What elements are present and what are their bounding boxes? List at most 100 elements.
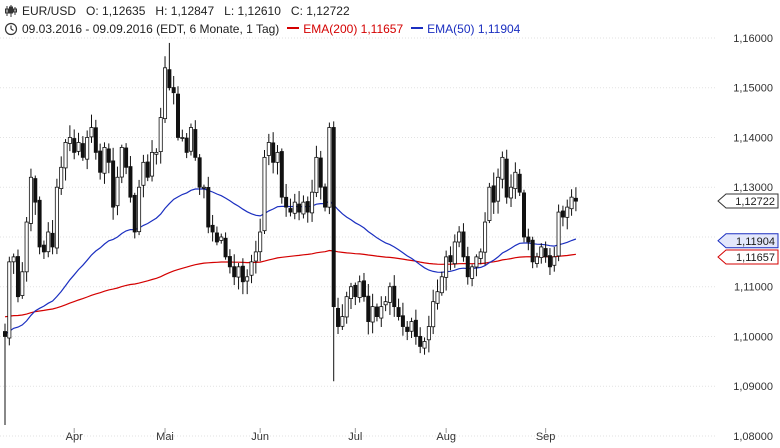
candle-body-up (85, 137, 90, 160)
candle-body-up (266, 142, 271, 156)
candle-body-down (193, 129, 198, 158)
candle-body-up (150, 151, 155, 177)
open-label: O: (86, 4, 99, 18)
candle-body-up (422, 341, 427, 349)
value-tag-label: 1,12722 (735, 196, 775, 208)
candle-body-down (171, 87, 176, 94)
candle-body-up (569, 196, 574, 210)
high-label: H: (155, 4, 168, 18)
candle-body-down (504, 158, 509, 198)
candle-body-down (111, 160, 116, 208)
candle-body-down (72, 138, 77, 153)
candle-body-down (526, 236, 531, 243)
value-tag-last (717, 193, 779, 209)
candle-body-down (106, 148, 111, 163)
ema200-path (4, 249, 576, 318)
candle-body-up (253, 251, 258, 262)
candle-body-down (124, 147, 129, 168)
open-value: 1,12635 (102, 4, 146, 18)
y-tick-label: 1,15000 (733, 83, 773, 95)
candle-body-down (167, 69, 172, 89)
candle-body-up (119, 147, 124, 178)
candle-body-down (271, 142, 276, 163)
grid-lines (0, 37, 716, 437)
candle-body-down (530, 239, 535, 263)
x-axis: Apr Mai Jun Jul Aug Sep (66, 428, 555, 443)
candle-body-up (137, 186, 142, 233)
candle-body-down (547, 255, 552, 268)
candle-body-up (478, 251, 483, 259)
candle-body-down (37, 199, 42, 248)
y-tick-label: 1,09000 (733, 381, 773, 393)
candle-body-down (41, 244, 46, 253)
candle-body-up (556, 211, 561, 257)
candle-body-down (522, 192, 527, 238)
candle-body-up (452, 241, 457, 265)
candle-body-down (297, 203, 302, 213)
candle-body-up (24, 221, 29, 273)
ema50-swatch (411, 27, 424, 29)
candle-body-down (374, 306, 379, 317)
candle-body-up (513, 171, 518, 190)
candle-body-down (400, 315, 405, 327)
candle-body-up (426, 326, 431, 341)
candle-body-up (262, 156, 267, 232)
value-tag-ema50 (717, 233, 779, 249)
candle-body-up (54, 186, 59, 249)
candle-body-down (392, 285, 397, 308)
candle-body-down (223, 237, 228, 258)
candle-body-down (197, 157, 202, 188)
candle-body-up (344, 296, 349, 318)
candle-body-down (80, 143, 85, 158)
ema200-swatch (287, 27, 300, 29)
candle-body-down (284, 196, 289, 208)
candle-body-up (115, 176, 120, 207)
candle-body-up (63, 142, 68, 169)
symbol-label: EUR/USD (22, 4, 77, 18)
ema200-value: 1,11657 (360, 22, 404, 36)
candle-body-up (292, 201, 297, 214)
x-tick-label: Aug (436, 431, 456, 443)
candle-body-up (474, 256, 479, 268)
candle-body-up (310, 191, 315, 214)
candle-body-down (93, 127, 98, 153)
chart-type-icon[interactable] (4, 4, 18, 18)
candle-body-up (89, 127, 94, 138)
candle-body-up (20, 271, 25, 296)
candle-body-up (301, 201, 306, 215)
candle-body-down (214, 232, 219, 243)
candle-body-up (444, 256, 449, 278)
candle-body-down (336, 307, 341, 327)
candle-body-down (227, 256, 232, 268)
candle-body-up (509, 186, 514, 199)
candle-body-up (383, 301, 388, 306)
candle-body-down (288, 208, 293, 213)
candle-body-up (154, 151, 159, 155)
low-value: 1,12610 (237, 4, 281, 18)
candle-body-up (496, 176, 501, 202)
header-quote-row: EUR/USD O: 1,12635 H: 1,12847 L: 1,12610 C: … (0, 3, 350, 19)
candle-body-up (534, 256, 539, 264)
candle-body-up (141, 161, 146, 186)
candle-body-down (543, 248, 548, 258)
x-tick-label: Jul (348, 431, 362, 443)
value-tags: 1,12722 1,11904 1,11657 (717, 193, 779, 265)
candle-body-up (327, 127, 332, 208)
candle-body-up (387, 286, 392, 303)
close-label: C: (290, 4, 303, 18)
clock-icon[interactable] (4, 22, 18, 36)
candle-body-down (560, 210, 565, 218)
candle-body-down (465, 256, 470, 278)
candle-body-down (33, 178, 38, 203)
y-axis: 1,080001,090001,100001,110001,120001,130… (733, 33, 773, 443)
high-value: 1,12847 (170, 4, 215, 18)
candle-body-up (46, 231, 51, 253)
y-tick-label: 1,13000 (733, 182, 773, 194)
candle-body-down (517, 173, 522, 193)
candle-body-up (188, 127, 193, 152)
ema50-label: EMA(50) (427, 22, 475, 36)
ema200-label: EMA(200) (303, 22, 358, 36)
candle-body-up (28, 176, 33, 224)
candle-body-up (457, 231, 462, 243)
candle-body-down (448, 255, 453, 263)
